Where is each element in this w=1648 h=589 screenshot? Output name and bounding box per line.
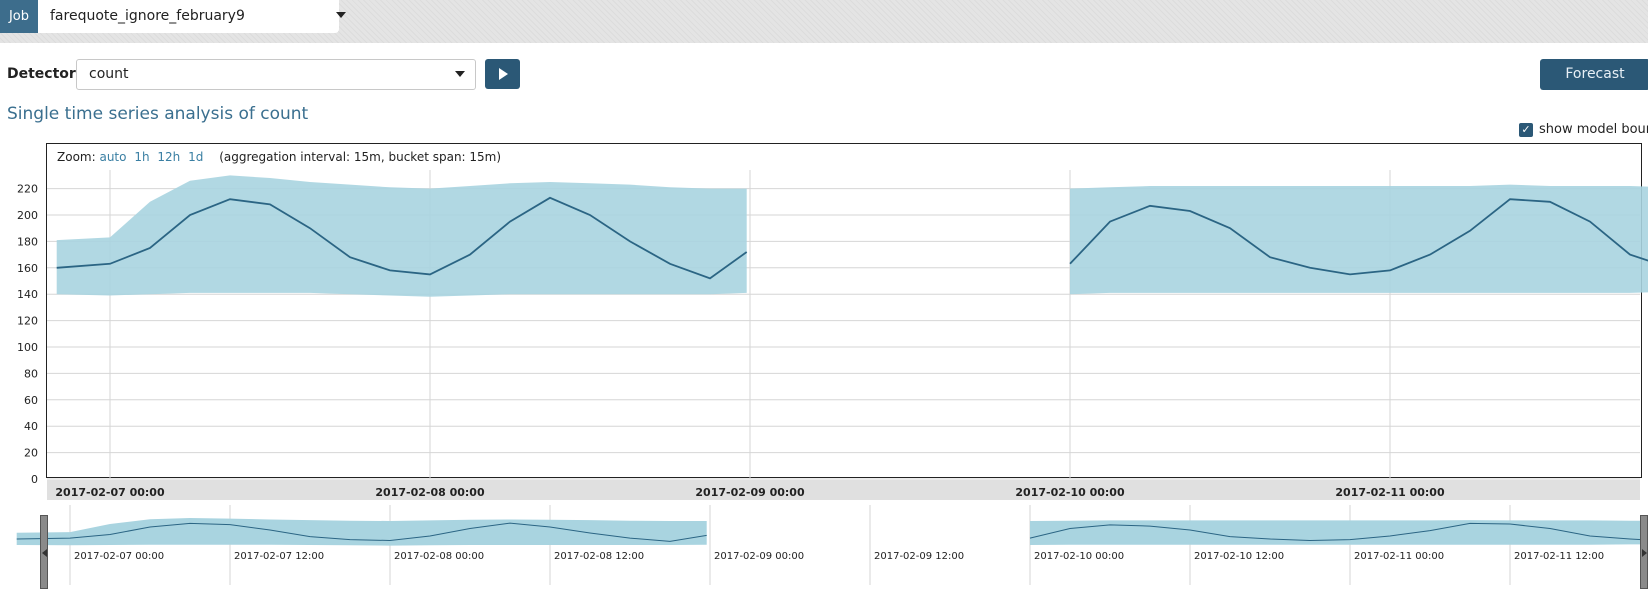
y-tick-label: 0: [31, 473, 38, 486]
context-x-tick-label: 2017-02-08 12:00: [554, 551, 644, 562]
detector-select-value: count: [89, 66, 129, 82]
context-x-tick-label: 2017-02-09 00:00: [714, 551, 804, 562]
y-tick-label: 220: [17, 183, 38, 196]
chart-title: Single time series analysis of count: [7, 104, 309, 124]
play-button[interactable]: [485, 59, 520, 89]
chart-frame: [46, 143, 1642, 478]
context-chart-bg: [48, 505, 1640, 585]
context-brush-right-handle[interactable]: [1640, 515, 1648, 589]
zoom-option-12h[interactable]: 12h: [157, 150, 181, 164]
context-x-tick-label: 2017-02-07 00:00: [74, 551, 164, 562]
chevron-left-icon: [42, 549, 47, 557]
y-tick-label: 180: [17, 235, 38, 248]
context-value-line: [16, 522, 707, 542]
actual-value-line: [1069, 198, 1648, 276]
chevron-right-icon: [1642, 549, 1647, 557]
y-tick-label: 200: [17, 209, 38, 222]
y-tick-label: 100: [17, 341, 38, 354]
check-icon: ✓: [1521, 123, 1531, 136]
show-model-bounds-checkbox[interactable]: ✓: [1519, 123, 1533, 137]
y-tick-label: 40: [24, 420, 38, 433]
x-axis-band: [47, 480, 1640, 500]
context-x-tick-label: 2017-02-11 00:00: [1354, 551, 1444, 562]
actual-value-line: [56, 196, 748, 280]
context-x-tick-label: 2017-02-11 12:00: [1514, 551, 1604, 562]
context-bounds-area: [16, 518, 707, 546]
zoom-label: Zoom:: [57, 150, 96, 164]
zoom-controls: Zoom: auto 1h 12h 1d (aggregation interv…: [57, 150, 501, 164]
x-tick-label: 2017-02-08 00:00: [375, 486, 485, 499]
model-bounds-area: [1070, 184, 1648, 295]
job-select-value: farequote_ignore_february9: [50, 8, 245, 24]
forecast-button[interactable]: Forecast: [1540, 59, 1648, 90]
y-tick-label: 160: [17, 262, 38, 275]
caret-down-icon: [336, 12, 346, 18]
job-select[interactable]: farequote_ignore_february9: [38, 0, 346, 33]
y-tick-label: 140: [17, 288, 38, 301]
zoom-option-auto[interactable]: auto: [99, 150, 127, 164]
zoom-option-1d[interactable]: 1d: [188, 150, 204, 164]
zoom-option-1h[interactable]: 1h: [134, 150, 150, 164]
context-bounds-area: [1030, 520, 1648, 545]
aggregation-info: (aggregation interval: 15m, bucket span:…: [219, 150, 502, 164]
context-x-tick-label: 2017-02-08 00:00: [394, 551, 484, 562]
y-tick-label: 60: [24, 394, 38, 407]
x-tick-label: 2017-02-09 00:00: [695, 486, 805, 499]
context-x-tick-label: 2017-02-10 12:00: [1194, 551, 1284, 562]
x-tick-label: 2017-02-07 00:00: [55, 486, 165, 499]
y-tick-label: 120: [17, 315, 38, 328]
y-tick-label: 80: [24, 367, 38, 380]
context-value-line: [1029, 522, 1648, 542]
show-model-bounds-label: show model bounds: [1539, 122, 1648, 137]
play-icon: [499, 68, 508, 80]
model-bounds-area: [56, 175, 747, 297]
detector-label: Detector:: [7, 66, 82, 82]
x-tick-label: 2017-02-10 00:00: [1015, 486, 1125, 499]
context-x-tick-label: 2017-02-09 12:00: [874, 551, 964, 562]
detector-select[interactable]: count: [76, 59, 476, 90]
job-label: Job: [0, 0, 38, 33]
y-tick-label: 20: [24, 447, 38, 460]
context-brush-left-handle[interactable]: [40, 515, 48, 589]
context-x-tick-label: 2017-02-07 12:00: [234, 551, 324, 562]
x-tick-label: 2017-02-11 00:00: [1335, 486, 1445, 499]
caret-down-icon: [455, 71, 465, 77]
context-x-tick-label: 2017-02-10 00:00: [1034, 551, 1124, 562]
